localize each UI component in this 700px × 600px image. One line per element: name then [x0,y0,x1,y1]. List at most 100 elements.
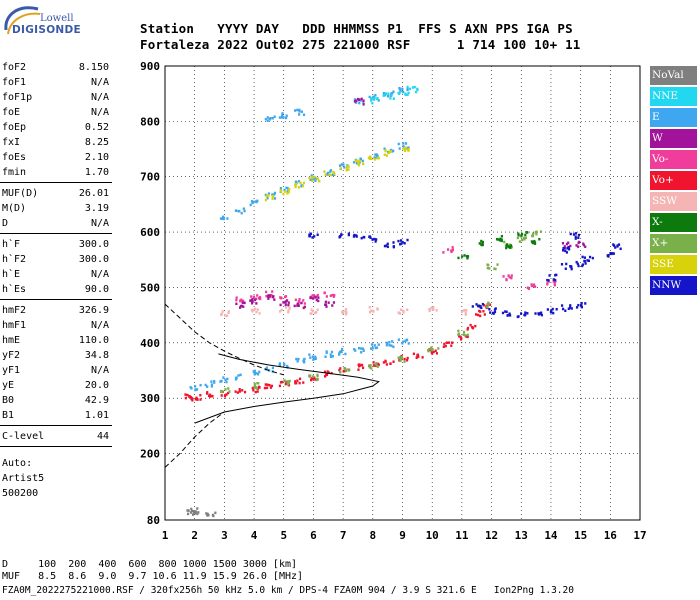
data-point [402,147,405,151]
data-point [517,232,520,236]
data-point [561,241,565,245]
data-point [315,298,318,302]
data-point [324,300,327,304]
data-point [269,386,272,389]
data-point [223,314,227,317]
data-point [327,371,330,374]
data-point [278,362,281,365]
param-label: foEs [2,152,27,163]
data-point [256,199,259,203]
data-point [405,338,409,342]
param-label: h`F2 [2,254,27,265]
data-point [568,247,571,251]
data-point [286,380,290,383]
data-point [195,388,199,391]
data-point [214,511,217,515]
data-point [252,389,255,392]
data-point [563,245,566,248]
data-point [227,387,230,390]
data-point [390,92,393,96]
param-value: 1.70 [84,167,109,178]
divider [0,299,112,300]
data-point [488,267,491,270]
data-point [226,217,229,220]
data-point [352,235,356,238]
data-point [250,200,254,203]
data-point [300,110,303,113]
data-point [311,375,315,378]
data-point [554,278,557,282]
data-point [271,116,274,120]
data-point [402,340,405,343]
data-point [496,263,499,266]
data-point [311,309,314,313]
data-point [457,256,460,260]
data-point [523,313,526,317]
data-point [300,185,303,188]
data-point [539,230,543,233]
data-point [219,217,223,220]
data-point [466,256,469,260]
data-point [488,308,491,311]
legend-item: Vo- [650,150,697,169]
data-point [568,306,572,309]
data-point [302,381,305,384]
data-point [316,233,319,237]
data-point [254,200,258,203]
data-point [270,293,273,297]
data-point [298,377,302,381]
data-point [238,388,241,391]
data-point [235,296,238,299]
data-point [400,308,403,311]
data-point [294,382,297,385]
x-tick-label: 4 [251,529,258,542]
footer-distance-row: D 100 200 400 600 800 1000 1500 3000 [km… [2,559,298,570]
data-point [502,275,505,278]
data-point [257,297,261,300]
data-point [238,306,242,309]
data-point [282,192,285,196]
data-point [362,103,365,106]
param-label: hmF1 [2,320,27,331]
data-point [370,343,374,346]
data-point [281,114,284,117]
data-point [298,381,301,385]
data-point [236,391,239,394]
data-point [347,232,350,235]
data-point [384,149,387,152]
data-point [376,362,379,366]
data-point [211,394,214,398]
data-point [498,239,501,242]
param-value: 1.01 [84,410,109,421]
data-point [402,145,405,148]
data-point [310,312,313,315]
data-point [360,347,363,350]
data-point [235,298,238,302]
x-tick-label: 11 [455,529,469,542]
data-point [310,377,313,380]
data-point [377,343,380,346]
data-point [263,386,266,390]
data-point [478,242,481,245]
x-tick-label: 7 [340,529,347,542]
data-point [287,190,290,194]
data-point [189,511,193,514]
logo-line1: Lowell [40,13,74,24]
data-point [299,181,302,185]
data-point [324,355,327,358]
val-yyyy: 2022 [217,37,249,52]
data-point [386,245,389,249]
data-point [325,350,328,353]
data-point [358,98,361,102]
param-group-virtual-heights: h`F 300.0 h`F2 300.0 h`E N/A h`Es 90.0 [0,237,112,297]
data-point [400,356,403,359]
data-point [611,252,614,255]
data-point [205,392,209,395]
param-row: hmF2 326.9 [0,303,112,318]
param-label: foF2 [2,62,27,73]
data-point [255,302,258,305]
data-point [581,255,584,259]
data-point [383,153,386,157]
param-group-profile: hmF2 326.9 hmF1 N/A hmE 110.0 yF2 34.8 yF1 N/A yE 2… [0,303,112,423]
data-point [569,232,572,236]
